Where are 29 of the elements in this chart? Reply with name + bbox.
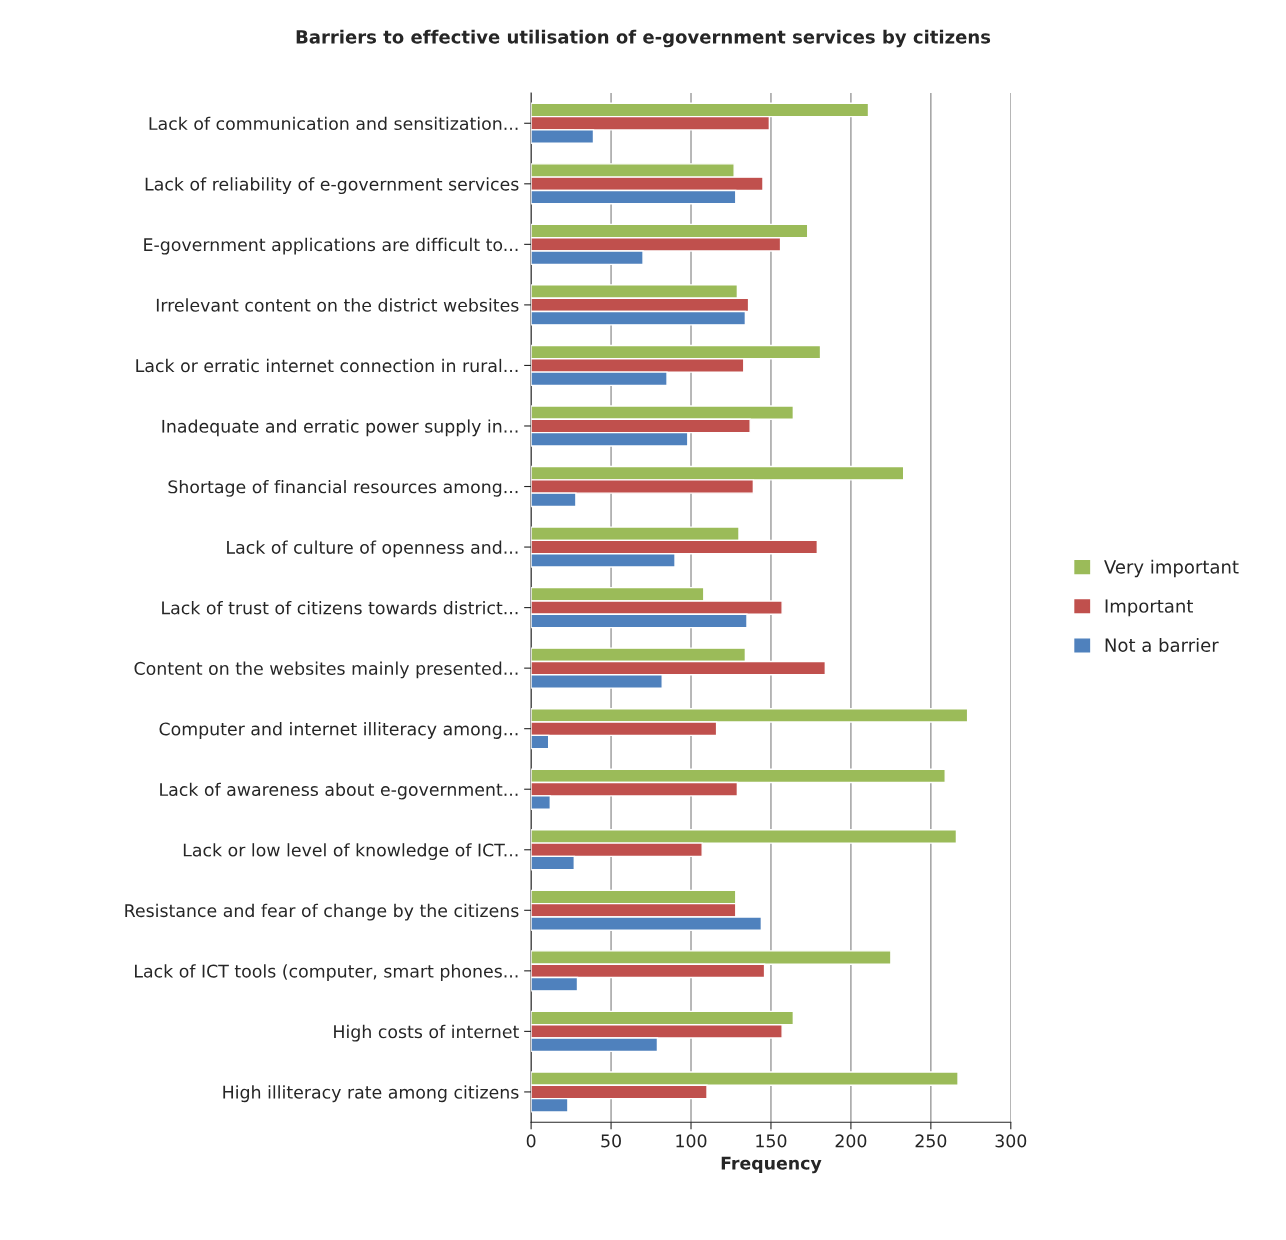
y-tick-label: Resistance and fear of change by the citizens bbox=[125, 903, 519, 921]
y-tick-label: Lack of ICT tools (computer, smart phones... bbox=[135, 964, 518, 982]
y-tick-label: Lack of reliability of e-government services bbox=[145, 177, 519, 195]
chart-title: Barriers to effective utilisation of e-government services by citizens bbox=[296, 29, 991, 48]
y-tick-label: High costs of internet bbox=[334, 1024, 519, 1042]
y-tick-label: Inadequate and erratic power supply in... bbox=[162, 419, 518, 437]
x-tick-label: 100 bbox=[676, 1134, 707, 1148]
y-tick-label: Lack of culture of openness and... bbox=[227, 540, 518, 558]
y-tick-label: Content on the websites mainly presented... bbox=[134, 661, 518, 679]
x-tick-label: 200 bbox=[835, 1134, 867, 1148]
y-tick-label: Irrelevant content on the district websites bbox=[156, 298, 519, 312]
legend-label: Not a barrier bbox=[1105, 638, 1219, 652]
y-tick-label: Lack or low level of knowledge of ICT... bbox=[183, 843, 518, 860]
y-tick-label: Lack of awareness about e-government... bbox=[160, 782, 518, 800]
y-tick-label: E-government applications are difficult to... bbox=[144, 237, 518, 255]
x-tick-label: 0 bbox=[526, 1134, 536, 1148]
x-axis-title: Frequency bbox=[721, 1156, 822, 1174]
y-tick-label: High illiteracy rate among citizens bbox=[223, 1085, 519, 1103]
y-tick-label: Computer and internet illiteracy among... bbox=[159, 722, 518, 739]
y-tick-label: Shortage of financial resources among... bbox=[168, 479, 518, 497]
x-tick-label: 250 bbox=[915, 1134, 947, 1148]
y-tick-label: Lack of trust of citizens towards district... bbox=[162, 601, 518, 615]
x-tick-label: 300 bbox=[995, 1134, 1027, 1148]
x-tick-label: 50 bbox=[601, 1134, 621, 1148]
y-tick-label: Lack or erratic internet connection in rural... bbox=[136, 358, 518, 373]
legend-label: Very important bbox=[1104, 559, 1239, 578]
y-tick-label: Lack of communication and sensitization... bbox=[149, 116, 518, 131]
x-tick-label: 150 bbox=[756, 1134, 787, 1148]
legend-label: Important bbox=[1105, 599, 1193, 617]
